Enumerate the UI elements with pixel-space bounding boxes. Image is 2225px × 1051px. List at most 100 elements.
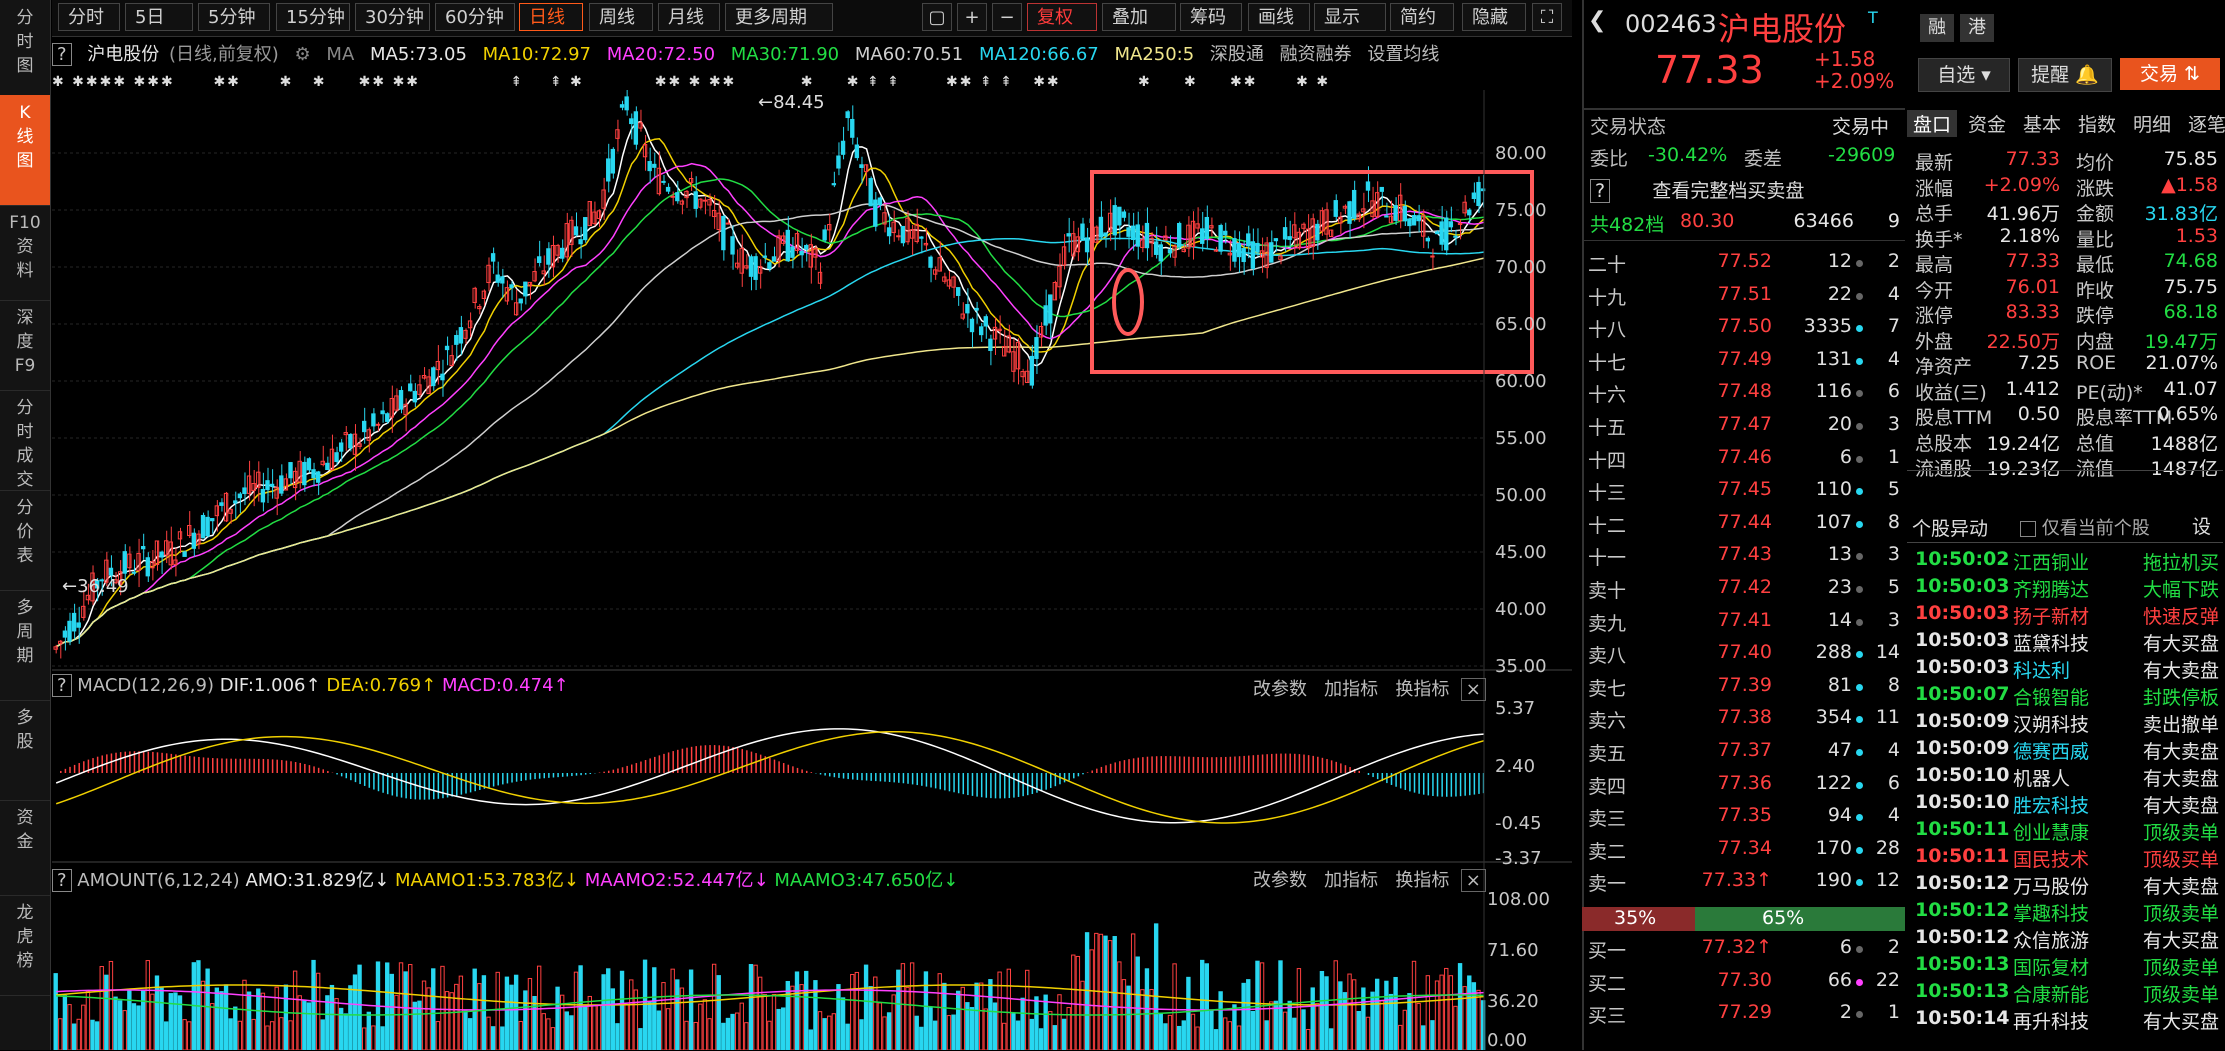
orderbook-row[interactable]: 十二 77.44 107 8 (1588, 511, 1900, 538)
orderbook-row[interactable]: 买二 77.30 66 22 (1588, 969, 1900, 996)
tool-0[interactable]: 复权 (1027, 3, 1097, 31)
period-4[interactable]: 30分钟 (355, 3, 430, 31)
mover-row[interactable]: 10:50:11 国民技术 顶级买单 (1915, 845, 2220, 872)
period-0[interactable]: 分时 (58, 3, 120, 31)
orderbook-row[interactable]: 十五 77.47 20 3 (1588, 413, 1900, 440)
tab-2[interactable]: 基本 (2022, 114, 2061, 136)
period-7[interactable]: 周线 (589, 3, 653, 31)
mover-row[interactable]: 10:50:10 机器人 有大卖盘 (1915, 764, 2220, 791)
mover-row[interactable]: 10:50:12 万马股份 有大卖盘 (1915, 872, 2220, 899)
nav-item-6[interactable]: 多 周 期 (0, 590, 50, 701)
nav-item-3[interactable]: 深 度 F9 (0, 300, 50, 391)
zoom-out-icon[interactable]: − (992, 3, 1022, 31)
tab-5[interactable]: 逐笔 (2187, 114, 2225, 136)
help-icon[interactable]: ? (52, 43, 72, 66)
gear-icon[interactable]: ⚙ (294, 44, 311, 65)
fullscreen-icon[interactable]: ⛶ (1532, 3, 1562, 31)
amount-help-icon[interactable]: ? (52, 869, 72, 892)
mover-row[interactable]: 10:50:03 科达利 有大卖盘 (1915, 656, 2220, 683)
orderbook-row[interactable]: 卖八 77.40 288 14 (1588, 641, 1900, 668)
orderbook-row[interactable]: 十九 77.51 22 4 (1588, 283, 1900, 310)
watchlist-button[interactable]: 自选 ▾ (1918, 58, 2010, 92)
tool-5[interactable]: 简约 (1390, 3, 1454, 31)
period-1[interactable]: 5日 (125, 3, 193, 31)
mover-row[interactable]: 10:50:11 创业慧康 顶级卖单 (1915, 818, 2220, 845)
mover-row[interactable]: 10:50:12 掌趣科技 顶级卖单 (1915, 899, 2220, 926)
orderbook-row[interactable]: 二十 77.52 12 2 (1588, 250, 1900, 277)
mover-row[interactable]: 10:50:14 再升科技 有大买盘 (1915, 1007, 2220, 1034)
orderbook-row[interactable]: 卖一 77.33↑ 190 12 (1588, 869, 1900, 896)
mover-row[interactable]: 10:50:03 扬子新材 快速反弹 (1915, 602, 2220, 629)
mover-row[interactable]: 10:50:13 国际复材 顶级卖单 (1915, 953, 2220, 980)
orderbook-row[interactable]: 十六 77.48 116 6 (1588, 380, 1900, 407)
period-6[interactable]: 日线 (519, 3, 583, 31)
orderbook-row[interactable]: 卖十 77.42 23 5 (1588, 576, 1900, 603)
macd-params-button[interactable]: 改参数 (1253, 679, 1307, 700)
trade-button[interactable]: 交易 ⇅ (2120, 58, 2220, 90)
mover-row[interactable]: 10:50:02 江西铜业 拖拉机买 (1915, 548, 2220, 575)
nav-item-2[interactable]: F10 资 料 (0, 205, 50, 301)
period-5[interactable]: 60分钟 (435, 3, 515, 31)
tool-1[interactable]: 叠加 (1102, 3, 1176, 31)
macd-add-indicator-button[interactable]: 加指标 (1324, 679, 1379, 700)
period-8[interactable]: 月线 (658, 3, 720, 31)
mover-row[interactable]: 10:50:03 蓝黛科技 有大买盘 (1915, 629, 2220, 656)
lock-icon[interactable]: ▢ (922, 3, 952, 31)
mover-row[interactable]: 10:50:03 齐翔腾达 大幅下跌 (1915, 575, 2220, 602)
period-9[interactable]: 更多周期 (725, 3, 833, 31)
orderbook-row[interactable]: 卖五 77.37 47 4 (1588, 739, 1900, 766)
nav-item-7[interactable]: 多 股 (0, 700, 50, 801)
orderbook-row[interactable]: 卖三 77.35 94 4 (1588, 804, 1900, 831)
mover-row[interactable]: 10:50:09 汉朔科技 卖出撤单 (1915, 710, 2220, 737)
orderbook-row[interactable]: 卖四 77.36 122 6 (1588, 772, 1900, 799)
nav-item-8[interactable]: 资 金 (0, 800, 50, 896)
tab-3[interactable]: 指数 (2077, 114, 2116, 136)
orderbook-row[interactable]: 十一 77.43 13 3 (1588, 543, 1900, 570)
nav-item-5[interactable]: 分 价 表 (0, 490, 50, 591)
kline-chart[interactable] (52, 90, 1572, 1050)
mover-row[interactable]: 10:50:07 合锻智能 封跌停板 (1915, 683, 2220, 710)
orderbook-row[interactable]: 卖二 77.34 170 28 (1588, 837, 1900, 864)
movers-settings-button[interactable]: 设 (2192, 516, 2212, 538)
tab-1[interactable]: 资金 (1967, 114, 2006, 136)
amount-add-indicator-button[interactable]: 加指标 (1324, 870, 1379, 891)
mover-row[interactable]: 10:50:12 众信旅游 有大买盘 (1915, 926, 2220, 953)
nav-item-4[interactable]: 分 时 成 交 (0, 390, 50, 491)
tab-4[interactable]: 明细 (2132, 114, 2171, 136)
tab-0[interactable]: 盘口 (1907, 110, 1957, 137)
amount-switch-indicator-button[interactable]: 换指标 (1395, 870, 1450, 891)
mover-row[interactable]: 10:50:10 胜宏科技 有大卖盘 (1915, 791, 2220, 818)
back-icon[interactable]: ❮ (1588, 8, 1607, 33)
orderbook-row[interactable]: 卖九 77.41 14 3 (1588, 609, 1900, 636)
period-2[interactable]: 5分钟 (198, 3, 270, 31)
movers-filter-checkbox[interactable]: 仅看当前个股 (2020, 514, 2150, 540)
mover-row[interactable]: 10:50:13 合康新能 顶级卖单 (1915, 980, 2220, 1007)
amount-params-button[interactable]: 改参数 (1253, 870, 1307, 891)
orderbook-row[interactable]: 十四 77.46 6 1 (1588, 446, 1900, 473)
tool-2[interactable]: 筹码 (1180, 3, 1242, 31)
macd-close-icon[interactable]: × (1460, 678, 1486, 701)
mover-row[interactable]: 10:50:09 德赛西威 有大卖盘 (1915, 737, 2220, 764)
link-shenguton[interactable]: 深股通 (1209, 44, 1264, 65)
macd-switch-indicator-button[interactable]: 换指标 (1395, 679, 1450, 700)
nav-item-9[interactable]: 龙 虎 榜 (0, 895, 50, 996)
link-margin[interactable]: 融资融券 (1279, 44, 1352, 65)
tool-4[interactable]: 显示 (1314, 3, 1386, 31)
period-3[interactable]: 15分钟 (276, 3, 350, 31)
alert-button[interactable]: 提醒 🔔 (2018, 58, 2112, 92)
nav-item-1[interactable]: K 线 图 (0, 95, 50, 206)
tool-6[interactable]: 隐藏 (1462, 3, 1526, 31)
orderbook-row[interactable]: 十八 77.50 3335 7 (1588, 315, 1900, 342)
tool-3[interactable]: 画线 (1248, 3, 1310, 31)
macd-help-icon[interactable]: ? (52, 674, 72, 697)
link-ma-settings[interactable]: 设置均线 (1367, 44, 1440, 65)
orderbook-row[interactable]: 十三 77.45 110 5 (1588, 478, 1900, 505)
full-book-button[interactable]: ? 查看完整档买卖盘 (1590, 176, 1900, 204)
orderbook-row[interactable]: 卖六 77.38 354 11 (1588, 706, 1900, 733)
orderbook-row[interactable]: 十七 77.49 131 4 (1588, 348, 1900, 375)
orderbook-row[interactable]: 买三 77.29 2 1 (1588, 1001, 1900, 1028)
amount-close-icon[interactable]: × (1460, 869, 1486, 892)
nav-item-0[interactable]: 分 时 图 (0, 0, 50, 96)
zoom-in-icon[interactable]: + (957, 3, 987, 31)
orderbook-row[interactable]: 卖七 77.39 81 8 (1588, 674, 1900, 701)
